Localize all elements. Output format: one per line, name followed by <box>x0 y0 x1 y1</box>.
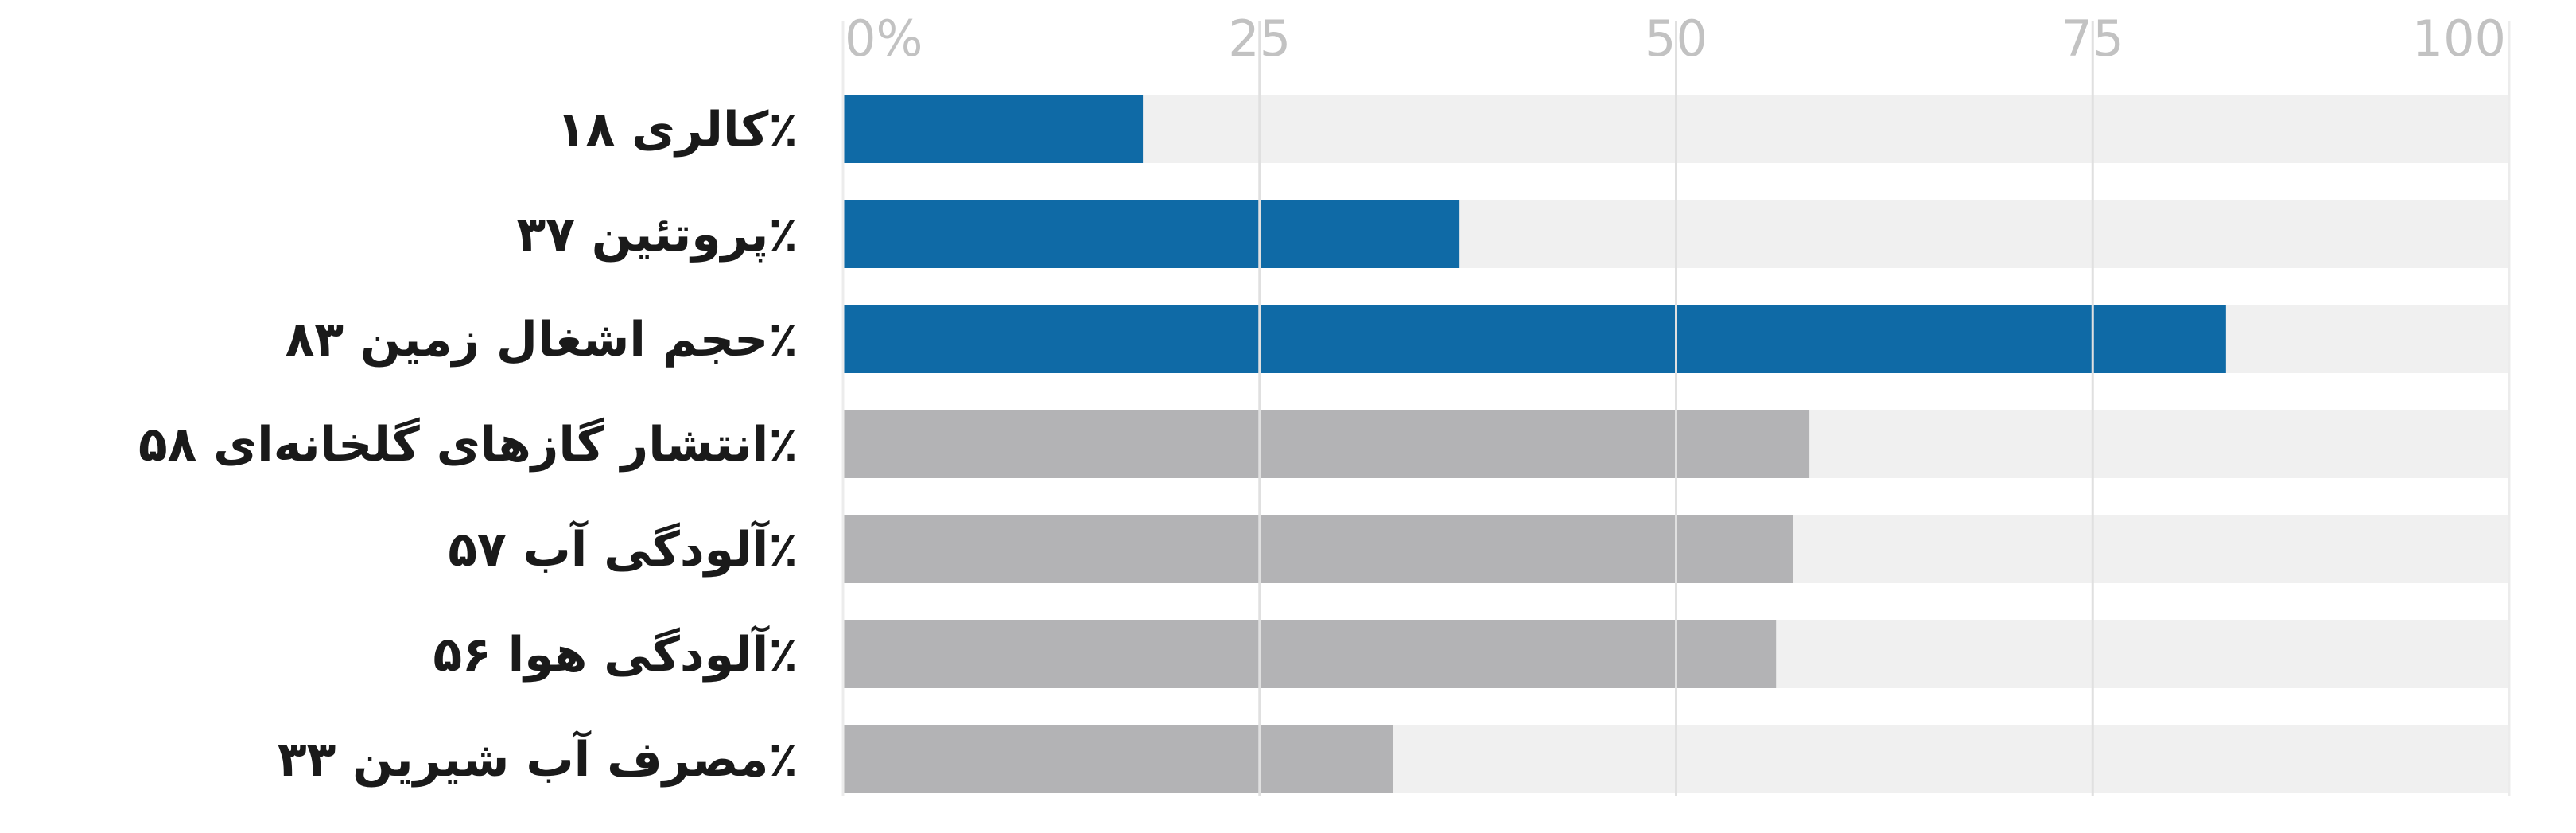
gridlines <box>841 21 2511 796</box>
category-label: آلودگی هوا ۵۶٪ <box>433 625 798 683</box>
x-axis-ticks: 0% 25 50 75 100 <box>845 10 2506 68</box>
bar <box>843 410 1810 478</box>
bar <box>843 620 1777 688</box>
bar <box>843 515 1793 583</box>
x-tick-label: 75 <box>2061 10 2124 68</box>
category-label: حجم اشغال زمین ۸۳٪ <box>286 312 798 368</box>
x-tick-label: 50 <box>1645 10 1708 68</box>
x-tick-label: 0% <box>845 10 923 68</box>
category-label: آلودگی آب ۵۷٪ <box>448 520 798 578</box>
category-label: مصرف آب شیرین ۳۳٪ <box>278 730 798 788</box>
bars <box>843 95 2226 793</box>
x-tick-label: 100 <box>2412 10 2506 68</box>
category-label: پروتئین ۳۷٪ <box>517 207 798 263</box>
bar <box>843 725 1393 793</box>
bar <box>843 305 2226 373</box>
category-label: انتشار گازهای گلخانه‌ای ۵۸٪ <box>138 417 798 473</box>
category-label: کالری ۱۸٪ <box>557 102 798 158</box>
x-tick-label: 25 <box>1228 10 1291 68</box>
bar <box>843 95 1144 163</box>
bar <box>843 200 1460 268</box>
category-labels: کالری ۱۸٪ پروتئین ۳۷٪ حجم اشغال زمین ۸۳٪ ان… <box>138 102 798 788</box>
